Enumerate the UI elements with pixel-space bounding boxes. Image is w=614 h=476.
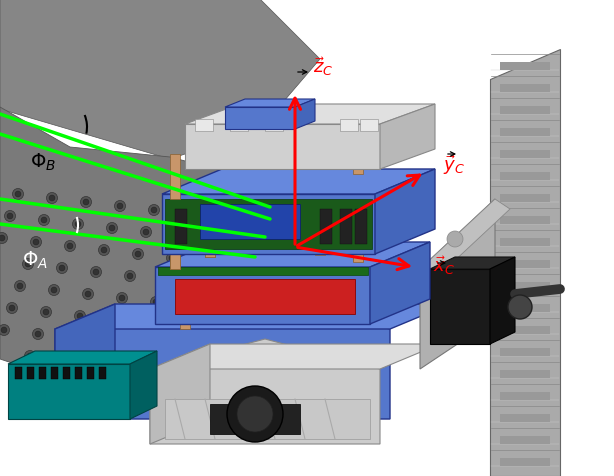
Circle shape <box>195 281 201 288</box>
Circle shape <box>187 303 193 309</box>
Polygon shape <box>353 148 363 175</box>
Circle shape <box>0 236 5 241</box>
Polygon shape <box>500 304 550 312</box>
Circle shape <box>101 337 112 348</box>
Circle shape <box>0 325 9 336</box>
Polygon shape <box>185 125 380 169</box>
Polygon shape <box>500 195 550 203</box>
Polygon shape <box>375 169 435 255</box>
Polygon shape <box>175 279 355 314</box>
Circle shape <box>39 215 50 226</box>
Polygon shape <box>345 271 355 307</box>
Circle shape <box>109 226 115 231</box>
Circle shape <box>90 267 101 278</box>
Polygon shape <box>500 63 550 71</box>
Polygon shape <box>55 304 450 329</box>
Circle shape <box>82 289 93 300</box>
Polygon shape <box>205 221 215 258</box>
Polygon shape <box>430 258 515 269</box>
Polygon shape <box>500 282 550 290</box>
Polygon shape <box>210 269 220 304</box>
Circle shape <box>171 347 177 353</box>
Polygon shape <box>500 107 550 115</box>
Polygon shape <box>500 348 550 356</box>
Polygon shape <box>130 351 157 419</box>
Polygon shape <box>162 169 435 195</box>
Polygon shape <box>420 199 495 369</box>
Polygon shape <box>500 238 550 247</box>
Circle shape <box>117 204 123 209</box>
Circle shape <box>33 329 44 340</box>
Polygon shape <box>55 304 115 419</box>
Circle shape <box>56 263 68 274</box>
Polygon shape <box>295 100 315 130</box>
Circle shape <box>103 339 109 345</box>
Polygon shape <box>8 364 130 419</box>
Circle shape <box>12 189 23 200</box>
Polygon shape <box>205 188 215 258</box>
Circle shape <box>176 323 187 334</box>
Circle shape <box>161 278 167 283</box>
Circle shape <box>109 315 120 326</box>
Circle shape <box>143 229 149 236</box>
Polygon shape <box>158 268 368 276</box>
Polygon shape <box>0 0 320 159</box>
Polygon shape <box>370 242 430 324</box>
Polygon shape <box>210 404 300 434</box>
Circle shape <box>447 321 463 337</box>
Polygon shape <box>170 155 180 199</box>
Polygon shape <box>500 217 550 225</box>
Circle shape <box>101 248 107 253</box>
Polygon shape <box>180 314 190 329</box>
Circle shape <box>179 325 185 331</box>
Circle shape <box>184 301 195 312</box>
Circle shape <box>185 211 191 218</box>
Polygon shape <box>162 195 375 255</box>
Polygon shape <box>320 209 332 245</box>
Circle shape <box>447 281 463 298</box>
Polygon shape <box>500 85 550 93</box>
Circle shape <box>141 227 152 238</box>
Circle shape <box>47 193 58 204</box>
Circle shape <box>75 221 81 228</box>
Circle shape <box>134 341 146 352</box>
Text: $\vec{x}_C$: $\vec{x}_C$ <box>433 254 455 277</box>
Circle shape <box>111 317 117 323</box>
Polygon shape <box>8 351 157 364</box>
Circle shape <box>174 231 185 242</box>
Polygon shape <box>27 367 34 379</box>
Circle shape <box>72 219 84 230</box>
Circle shape <box>69 335 75 341</box>
Polygon shape <box>175 209 187 245</box>
Circle shape <box>77 313 83 319</box>
Polygon shape <box>500 327 550 334</box>
Circle shape <box>149 205 160 216</box>
Text: $\vec{y}_C$: $\vec{y}_C$ <box>443 153 465 177</box>
Polygon shape <box>155 242 430 268</box>
Circle shape <box>51 288 57 293</box>
Circle shape <box>209 235 219 246</box>
Polygon shape <box>500 436 550 444</box>
Text: $\vec{z}_C$: $\vec{z}_C$ <box>313 55 333 78</box>
Circle shape <box>237 396 273 432</box>
Polygon shape <box>500 151 550 159</box>
Polygon shape <box>360 120 378 132</box>
Polygon shape <box>315 186 325 256</box>
Polygon shape <box>353 192 363 261</box>
Circle shape <box>7 303 18 314</box>
Circle shape <box>227 386 283 442</box>
Circle shape <box>106 223 117 234</box>
Polygon shape <box>185 105 435 125</box>
Circle shape <box>61 357 67 363</box>
Polygon shape <box>500 260 550 268</box>
Circle shape <box>166 253 177 264</box>
Polygon shape <box>150 344 440 369</box>
Circle shape <box>43 309 49 315</box>
Circle shape <box>201 257 211 268</box>
Polygon shape <box>150 344 210 444</box>
Circle shape <box>145 321 151 327</box>
Circle shape <box>49 196 55 201</box>
Polygon shape <box>315 219 325 255</box>
Circle shape <box>74 311 85 322</box>
